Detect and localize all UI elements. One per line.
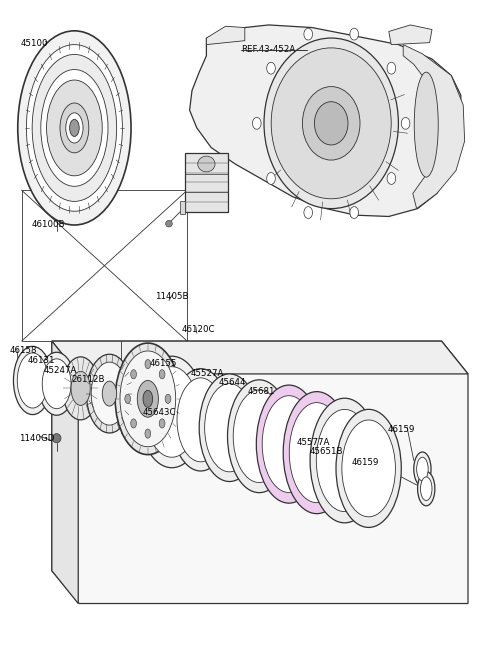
Ellipse shape [131, 419, 136, 428]
Text: 45643C: 45643C [143, 408, 177, 417]
Ellipse shape [204, 384, 254, 472]
Ellipse shape [102, 381, 117, 406]
Ellipse shape [115, 343, 180, 455]
Ellipse shape [166, 220, 172, 227]
Ellipse shape [145, 367, 198, 457]
Ellipse shape [159, 419, 165, 428]
Ellipse shape [267, 173, 276, 184]
Ellipse shape [414, 72, 438, 177]
Polygon shape [389, 25, 432, 45]
Text: 46159: 46159 [351, 458, 379, 467]
Ellipse shape [302, 87, 360, 160]
Ellipse shape [145, 429, 151, 438]
Ellipse shape [314, 102, 348, 145]
Ellipse shape [228, 380, 291, 493]
Ellipse shape [137, 380, 158, 417]
Ellipse shape [177, 378, 224, 462]
Ellipse shape [256, 385, 322, 503]
Ellipse shape [159, 370, 165, 379]
Ellipse shape [304, 207, 312, 218]
Ellipse shape [32, 54, 117, 201]
Text: REF.43-452A: REF.43-452A [241, 45, 295, 54]
Text: 46100B: 46100B [31, 220, 65, 229]
Ellipse shape [418, 472, 435, 506]
Text: 1140GD: 1140GD [19, 434, 55, 443]
Ellipse shape [66, 113, 83, 143]
Ellipse shape [70, 119, 79, 136]
Ellipse shape [131, 370, 136, 379]
Ellipse shape [52, 434, 61, 443]
Ellipse shape [283, 392, 350, 514]
Ellipse shape [42, 359, 71, 409]
Ellipse shape [350, 28, 359, 40]
Ellipse shape [120, 351, 176, 447]
Text: 46120C: 46120C [181, 325, 215, 334]
Ellipse shape [172, 369, 229, 471]
Text: 46155: 46155 [150, 359, 177, 369]
Polygon shape [52, 341, 468, 374]
Polygon shape [206, 26, 245, 45]
Ellipse shape [262, 396, 316, 493]
Text: 26112B: 26112B [71, 375, 105, 384]
Ellipse shape [304, 28, 312, 40]
Polygon shape [52, 341, 468, 604]
Text: 11405B: 11405B [155, 292, 188, 301]
Ellipse shape [414, 452, 431, 486]
Ellipse shape [252, 117, 261, 129]
Ellipse shape [350, 207, 359, 218]
Ellipse shape [264, 38, 398, 209]
Ellipse shape [62, 357, 99, 420]
Ellipse shape [18, 31, 131, 225]
Ellipse shape [316, 409, 373, 512]
Text: 45681: 45681 [248, 387, 275, 396]
Ellipse shape [271, 48, 391, 199]
Text: 45527A: 45527A [191, 369, 225, 378]
Ellipse shape [165, 394, 171, 403]
Ellipse shape [71, 371, 90, 405]
Ellipse shape [289, 403, 344, 502]
Polygon shape [190, 25, 461, 216]
Ellipse shape [387, 173, 396, 184]
Ellipse shape [199, 374, 260, 482]
Ellipse shape [420, 477, 432, 501]
Ellipse shape [47, 80, 102, 176]
Ellipse shape [198, 156, 215, 172]
Polygon shape [180, 201, 185, 214]
Ellipse shape [417, 457, 428, 481]
Ellipse shape [139, 356, 204, 468]
Ellipse shape [342, 420, 396, 517]
Ellipse shape [125, 394, 131, 403]
Ellipse shape [387, 62, 396, 74]
Ellipse shape [86, 354, 132, 433]
Text: 46158: 46158 [10, 346, 37, 356]
Ellipse shape [310, 398, 379, 523]
Text: 45247A: 45247A [43, 366, 77, 375]
Polygon shape [52, 341, 78, 604]
Text: 45644: 45644 [218, 378, 246, 387]
Ellipse shape [26, 45, 122, 211]
Ellipse shape [145, 359, 151, 369]
Text: 45651B: 45651B [310, 447, 343, 457]
Ellipse shape [233, 390, 285, 483]
Ellipse shape [17, 353, 48, 408]
Ellipse shape [91, 362, 128, 425]
Ellipse shape [401, 117, 410, 129]
Ellipse shape [38, 352, 75, 415]
Ellipse shape [60, 103, 89, 153]
Ellipse shape [336, 409, 401, 527]
Polygon shape [185, 153, 228, 212]
Text: 45100: 45100 [20, 39, 48, 49]
Text: 46159: 46159 [388, 425, 415, 434]
Text: 46131: 46131 [28, 356, 55, 365]
Polygon shape [403, 45, 465, 209]
Text: 45577A: 45577A [297, 438, 330, 447]
Ellipse shape [267, 62, 276, 74]
Ellipse shape [143, 390, 153, 407]
Ellipse shape [13, 346, 52, 415]
Ellipse shape [41, 70, 108, 186]
